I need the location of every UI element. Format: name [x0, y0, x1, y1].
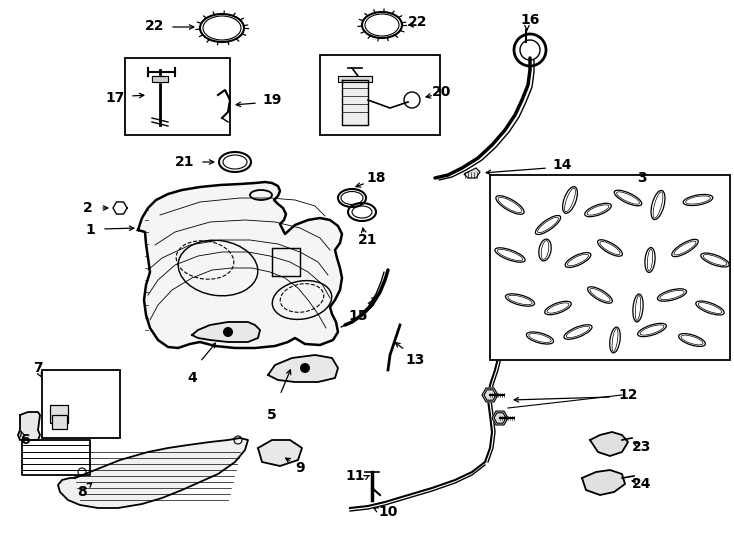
Text: 9: 9 — [295, 461, 305, 475]
Bar — [50, 405, 68, 423]
Text: 14: 14 — [552, 158, 572, 172]
Text: 15: 15 — [348, 309, 368, 323]
Circle shape — [223, 327, 233, 337]
Bar — [125, 58, 230, 135]
Bar — [52, 415, 67, 429]
Text: 10: 10 — [378, 505, 398, 519]
Text: 3: 3 — [637, 171, 647, 185]
Polygon shape — [138, 182, 342, 348]
Polygon shape — [268, 355, 338, 382]
Polygon shape — [192, 322, 260, 342]
Polygon shape — [338, 76, 372, 82]
Text: 1: 1 — [85, 223, 95, 237]
Text: 21: 21 — [175, 155, 195, 169]
Text: 24: 24 — [632, 477, 652, 491]
Polygon shape — [58, 438, 248, 508]
Polygon shape — [258, 440, 302, 466]
Polygon shape — [342, 80, 368, 125]
Text: 22: 22 — [145, 19, 164, 33]
Bar — [320, 55, 440, 135]
Text: 12: 12 — [618, 388, 638, 402]
Text: 17: 17 — [105, 91, 125, 105]
Text: 23: 23 — [632, 440, 652, 454]
Bar — [490, 175, 730, 360]
Text: 20: 20 — [432, 85, 451, 99]
Polygon shape — [482, 388, 498, 402]
Text: 13: 13 — [405, 353, 425, 367]
Polygon shape — [582, 470, 625, 495]
Text: 19: 19 — [262, 93, 282, 107]
Circle shape — [300, 363, 310, 373]
Polygon shape — [492, 411, 508, 425]
Polygon shape — [18, 412, 40, 440]
Text: 22: 22 — [408, 15, 428, 29]
Text: 21: 21 — [358, 233, 378, 247]
Text: 8: 8 — [77, 485, 87, 499]
Text: 18: 18 — [366, 171, 386, 185]
Text: 6: 6 — [21, 433, 30, 447]
Polygon shape — [113, 202, 127, 214]
Polygon shape — [590, 432, 628, 456]
Polygon shape — [152, 76, 168, 82]
Text: 2: 2 — [83, 201, 93, 215]
Bar — [42, 370, 120, 438]
Bar — [272, 248, 300, 276]
Text: 16: 16 — [520, 13, 539, 27]
Text: 7: 7 — [33, 361, 43, 375]
Text: 5: 5 — [267, 408, 277, 422]
Polygon shape — [464, 168, 480, 178]
Text: 11: 11 — [345, 469, 365, 483]
Text: 4: 4 — [187, 371, 197, 385]
